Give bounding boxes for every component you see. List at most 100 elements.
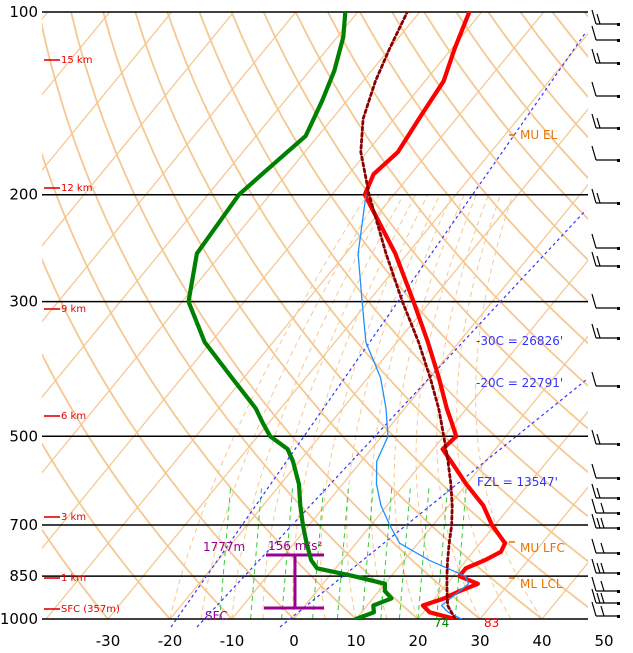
barb-flag (591, 498, 597, 514)
barb-16 (591, 498, 620, 515)
mixing-ratio-line (250, 484, 263, 619)
moist-adiabat (200, 194, 380, 619)
pressure-lines (42, 11, 588, 620)
barb-2 (591, 25, 620, 42)
barb-10 (591, 293, 620, 310)
mixing-ratio-line (380, 484, 393, 619)
barb-flag (591, 576, 597, 592)
annotation-ml-lcl: ML LCL (520, 577, 563, 591)
barb-flag (596, 592, 601, 604)
barb-flag (600, 502, 605, 514)
height-label: 6 km (61, 411, 86, 422)
barb-flag (591, 293, 597, 309)
barb-flag (596, 327, 601, 339)
barb-3 (591, 48, 620, 65)
barb-1 (591, 9, 620, 26)
barb-9 (591, 251, 620, 268)
annotation-mu-lfc: MU LFC (520, 541, 565, 555)
barb-7 (591, 188, 620, 205)
barb-8 (591, 233, 620, 250)
barb-flag (591, 113, 597, 129)
moist-adiabat (415, 194, 477, 619)
barb-flag (596, 562, 601, 574)
barb-flag (591, 538, 597, 554)
dry-adiabat (262, 12, 588, 430)
barb-tip (617, 127, 620, 130)
barb-flag (591, 233, 597, 249)
height-label: 12 km (61, 183, 92, 194)
dry-adiabat (230, 12, 588, 474)
barb-tip (617, 23, 620, 26)
virtual_temperature-line (357, 194, 470, 619)
dry-adiabat (166, 12, 588, 563)
barb-flag (600, 517, 605, 529)
mixing-ratio-line (281, 484, 294, 619)
barb-flag (591, 558, 597, 574)
barb-5 (591, 113, 620, 130)
isotherm-line (479, 486, 588, 619)
isotherm-line (45, 12, 545, 619)
sfc-label: SFC (205, 609, 228, 623)
barb-flag (591, 251, 597, 267)
height-label: 3 km (61, 512, 86, 523)
sfc-dewpoint-label: 74 (434, 616, 449, 630)
dry-adiabat (198, 12, 588, 518)
barb-flag (596, 13, 601, 25)
dewpoint-line (186, 12, 394, 619)
pressure-label-1000: 1000 (0, 610, 38, 628)
barb-20 (591, 576, 620, 593)
barb-flag (596, 517, 601, 529)
annotation-lines (170, 31, 587, 628)
dry-adiabat (70, 12, 482, 619)
mixing-ratio-line (361, 484, 374, 619)
barb-tip (617, 307, 620, 310)
parcel-line (359, 12, 457, 619)
barb-flag (591, 188, 597, 204)
barb-4 (591, 81, 620, 98)
barb-tip (617, 265, 620, 268)
moist-adiabat (474, 194, 543, 619)
pressure-label-850: 850 (9, 567, 38, 585)
temp-tick--20: -20 (158, 632, 183, 650)
helicity-value-label: 156 m²s² (268, 539, 322, 553)
dry-adiabat (42, 442, 172, 619)
barb-tip (617, 512, 620, 515)
isotherm-minus20c-line (196, 209, 587, 628)
barb-flag (600, 542, 605, 554)
barb-flag (600, 562, 605, 574)
moist-adiabat (393, 194, 465, 619)
isotherm-minus30c-line (170, 31, 587, 628)
barb-tip (617, 95, 620, 98)
dry-adiabat (102, 12, 544, 619)
isotherm-line (42, 12, 483, 550)
height-markers: 15 km 12 km 9 km 6 km 3 km 1 km SFC (357m) (44, 55, 120, 615)
barb-21 (591, 588, 620, 605)
dry-adiabat (42, 352, 234, 619)
annotation-minus20c: -20C = 22791' (476, 376, 563, 390)
barb-flag (591, 483, 597, 499)
dry-adiabat (294, 12, 588, 387)
barb-12 (591, 371, 620, 388)
mixing-ratio-line (417, 484, 430, 619)
isotherm-line (42, 12, 359, 399)
dry-adiabat (42, 527, 110, 619)
barb-tip (617, 337, 620, 340)
mixing-ratio-line (398, 484, 412, 619)
barb-tip (617, 615, 620, 618)
barb-flag (591, 25, 597, 41)
temp-tick-10: 10 (346, 632, 365, 650)
dry-adiabat (42, 151, 358, 619)
pressure-label-700: 700 (9, 516, 38, 534)
barb-flag (591, 588, 597, 604)
isotherm-line (42, 12, 235, 247)
moist-adiabat (292, 194, 417, 619)
helicity-top-label: 1777m (203, 540, 245, 554)
barb-flag (591, 601, 597, 617)
barb-tip (617, 477, 620, 480)
isotherm-line (42, 12, 297, 323)
pressure-label-500: 500 (9, 427, 38, 445)
barb-flag (591, 371, 597, 387)
pressure-label-100: 100 (9, 3, 38, 21)
barb-flag (596, 52, 601, 64)
